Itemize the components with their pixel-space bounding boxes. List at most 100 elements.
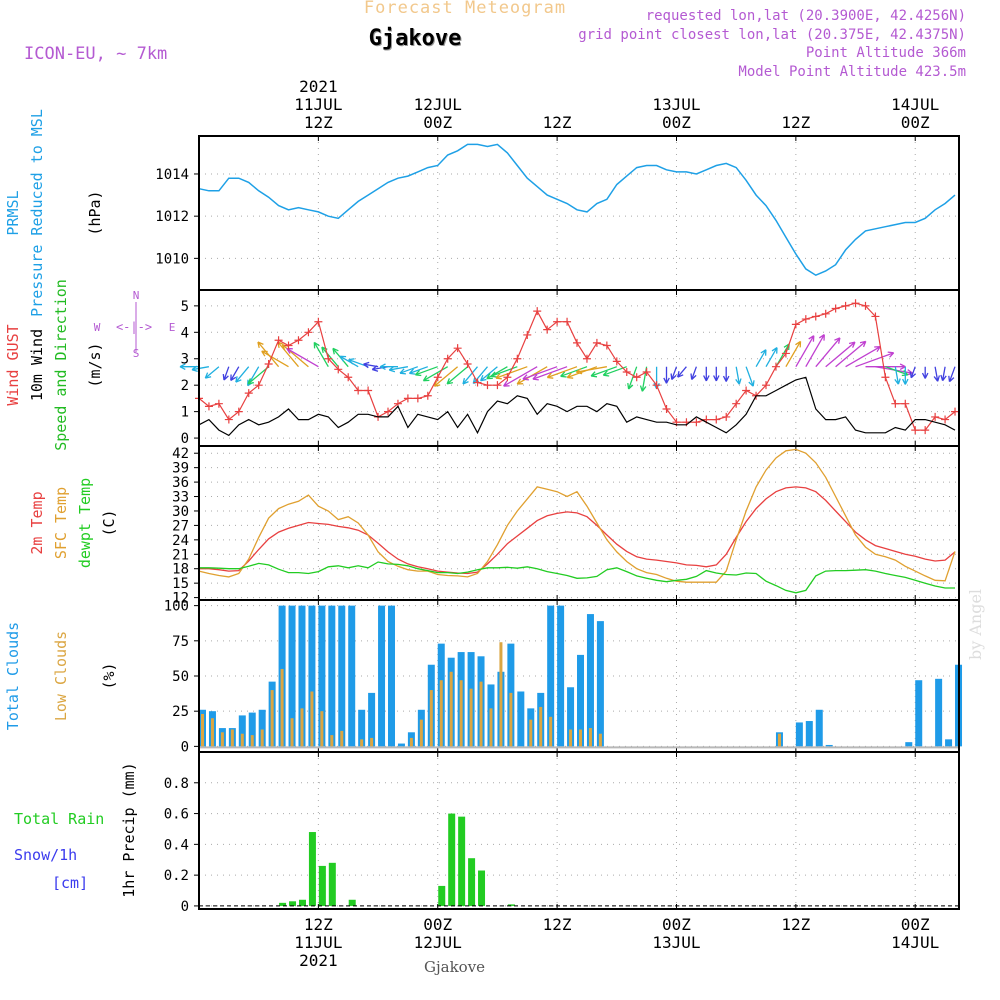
y-tick-label: 25: [172, 704, 189, 720]
low-cloud-bar: [469, 688, 473, 747]
ylabel-c: (C): [100, 509, 118, 536]
low-cloud-bar: [479, 681, 483, 747]
wind-arrow: [422, 366, 449, 382]
y-tick-label: 39: [172, 461, 189, 477]
gust-marker: [354, 386, 363, 395]
top-time-label: 00Z: [423, 113, 452, 132]
total-cloud-bar: [388, 605, 396, 747]
wind-arrow: [566, 366, 598, 379]
wind-arrow: [495, 366, 528, 380]
gust-marker: [762, 381, 771, 390]
wind-arrow: [480, 366, 498, 382]
total-cloud-bar: [596, 621, 604, 747]
compass-cross: <-|->: [116, 320, 152, 334]
y-tick-label: 75: [172, 634, 189, 650]
wind-arrow: [486, 366, 508, 380]
low-cloud-bar: [260, 729, 264, 747]
ylabel-pressure: Pressure Reduced to MSL: [28, 109, 46, 317]
gust-marker: [931, 412, 940, 421]
wind-arrow: [805, 334, 825, 368]
y-tick-label: 0.6: [164, 807, 189, 823]
rain-bar: [348, 899, 356, 906]
legend-snow: Snow/1h: [14, 846, 77, 864]
total-cloud-bar: [358, 709, 366, 747]
wind-arrow: [902, 366, 909, 385]
low-cloud-bar: [499, 642, 503, 747]
wind-arrow: [388, 365, 409, 373]
y-tick-label: 100: [164, 599, 189, 615]
ylabel-gust: Wind GUST: [4, 324, 22, 405]
wind-arrow: [670, 366, 678, 380]
y-tick-label: 1012: [155, 209, 189, 225]
gust-marker: [891, 399, 900, 408]
low-cloud-bar: [588, 728, 592, 747]
gust-marker: [801, 315, 810, 324]
wind-arrow: [204, 366, 220, 379]
y-tick-label: 24: [172, 533, 189, 549]
total-cloud-bar: [557, 605, 565, 747]
wind-arrow: [546, 366, 578, 379]
ylabel-speed-dir: Speed and Direction: [52, 279, 70, 451]
total-cloud-bar: [795, 722, 803, 747]
total-cloud-bar: [517, 691, 525, 747]
gust-marker: [513, 354, 522, 363]
low-cloud-bar: [290, 718, 294, 747]
wind-arrow: [313, 341, 329, 368]
wind-arrow: [855, 351, 895, 368]
gust-marker: [453, 344, 462, 353]
gust-marker: [204, 402, 213, 411]
rain-bar: [468, 858, 476, 906]
pressure-line: [198, 143, 956, 277]
ylabel-low-clouds: Low Clouds: [52, 631, 70, 721]
low-cloud-bar: [777, 733, 781, 747]
gust-marker: [463, 360, 472, 369]
low-cloud-bar: [320, 711, 324, 747]
bottom-time-label: 00Z: [901, 915, 930, 934]
low-cloud-bar: [230, 729, 234, 747]
bottom-time-label: 14JUL: [891, 933, 939, 952]
y-tick-label: 36: [172, 475, 189, 491]
model-altitude: Model Point Altitude 423.5m: [738, 64, 966, 80]
gust-marker: [911, 426, 920, 435]
low-cloud-bar: [539, 706, 543, 747]
top-time-label: 12Z: [781, 113, 810, 132]
low-cloud-bar: [529, 719, 533, 747]
low-cloud-bar: [569, 729, 573, 747]
gust-marker: [692, 418, 701, 427]
legend-cm: [cm]: [52, 874, 88, 892]
wind-arrow: [230, 366, 240, 382]
rain-bar: [438, 885, 446, 906]
low-cloud-bar: [549, 716, 553, 747]
rain-bar: [507, 904, 515, 906]
low-cloud-bar: [370, 737, 374, 747]
station-name: Gjakove: [368, 26, 462, 51]
gust-marker: [612, 357, 621, 366]
y-tick-label: 50: [172, 669, 189, 685]
low-cloud-bar: [240, 733, 244, 747]
y-tick-label: 4: [181, 325, 189, 341]
total-cloud-bar: [288, 605, 296, 747]
gust-marker: [921, 426, 930, 435]
bottom-time-label: 13JUL: [652, 933, 700, 952]
wind-arrow: [921, 366, 929, 379]
wind-arrow: [663, 366, 670, 384]
gust-marker: [622, 367, 631, 376]
bottom-time-label: 12Z: [543, 915, 572, 934]
temp-line-2m-temp: [199, 486, 956, 575]
low-cloud-bar: [220, 732, 224, 747]
low-cloud-bar: [300, 708, 304, 747]
bottom-time-label: 12Z: [781, 915, 810, 934]
gust-marker: [871, 312, 880, 321]
gust-marker: [274, 336, 283, 345]
gust-marker: [344, 373, 353, 382]
gridpoint-coords: grid point closest lon,lat (20.375E, 42.…: [578, 27, 966, 43]
total-cloud-bar: [586, 614, 594, 747]
gust-marker: [214, 399, 223, 408]
rain-bar: [298, 899, 306, 906]
gust-marker: [324, 354, 333, 363]
compass-n: N: [133, 289, 140, 302]
panel-wind: 0 1 2 3 4 5: [179, 290, 960, 447]
wind-arrow: [785, 340, 802, 368]
wind-arrow: [433, 366, 459, 387]
